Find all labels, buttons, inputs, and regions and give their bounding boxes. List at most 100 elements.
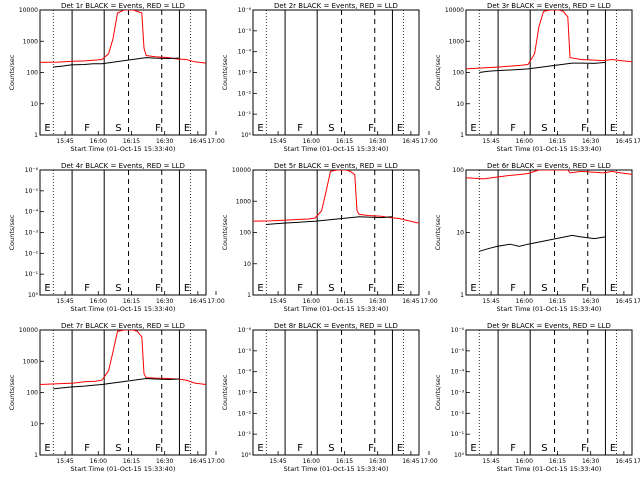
- segment-label-e: E: [257, 123, 263, 134]
- x-tick-label: 15:45: [269, 138, 286, 145]
- segment-label-e: E: [470, 443, 476, 454]
- segment-label-e: E: [44, 443, 50, 454]
- x-tick-label: 16:00: [303, 138, 320, 145]
- x-tick-label: 17:00: [207, 138, 224, 145]
- segment-label-f: F: [581, 123, 587, 134]
- segment-label-f: F: [510, 123, 516, 134]
- segment-label-e: E: [397, 443, 403, 454]
- x-tick-label: 16:30: [156, 298, 173, 305]
- x-tick-label: 16:30: [156, 458, 173, 465]
- y-tick-label: 10⁻⁶: [451, 327, 465, 334]
- segment-label-f: F: [368, 283, 374, 294]
- chart-title: Det 9r BLACK = Events, RED = LLD: [487, 322, 611, 330]
- x-axis-label: Start Time (01-Oct-15 15:33:40): [71, 145, 176, 153]
- y-tick-label: 10⁻⁶: [25, 167, 39, 174]
- y-tick-label: 10: [243, 261, 251, 268]
- segment-label-f: F: [84, 443, 90, 454]
- segment-label-e: E: [184, 443, 190, 454]
- x-axis-label: Start Time (01-Oct-15 15:33:40): [497, 145, 602, 153]
- segment-label-f: F: [368, 123, 374, 134]
- segment-label-e: E: [257, 283, 263, 294]
- plot-frame: [252, 9, 420, 136]
- y-axis-label: Counts/sec: [221, 374, 229, 410]
- y-tick-label: 10⁻⁵: [25, 188, 39, 195]
- y-tick-label: 10: [456, 101, 464, 108]
- plot-frame: [252, 329, 420, 456]
- y-tick-label: 10⁻¹: [238, 111, 252, 118]
- chart-panel-6: Det 6r BLACK = Events, RED = LLD E F S F E 15:…: [434, 162, 640, 313]
- y-tick-label: 10⁻²: [238, 90, 252, 97]
- x-tick-label: 15:45: [269, 458, 286, 465]
- segment-label-f: F: [84, 123, 90, 134]
- x-tick-label: 16:00: [90, 138, 107, 145]
- segment-label-f: F: [297, 123, 303, 134]
- y-tick-label: 10: [30, 421, 38, 428]
- plot-frame: [465, 169, 633, 296]
- chart-title: Det 1r BLACK = Events, RED = LLD: [61, 2, 185, 10]
- x-tick-label: 15:45: [482, 138, 499, 145]
- y-tick-label: 10⁻⁴: [238, 49, 252, 56]
- x-tick-label: 16:15: [336, 458, 353, 465]
- x-tick-label: 15:45: [482, 458, 499, 465]
- x-tick-label: 16:00: [90, 458, 107, 465]
- y-tick-label: 1000: [236, 198, 251, 205]
- x-tick-label: 16:00: [516, 458, 533, 465]
- y-tick-label: 10⁰: [241, 132, 252, 139]
- segment-label-e: E: [257, 443, 263, 454]
- y-tick-label: 10000: [19, 7, 38, 14]
- segment-label-f: F: [155, 123, 161, 134]
- y-tick-label: 10⁻³: [238, 70, 252, 77]
- y-tick-label: 100: [453, 167, 465, 174]
- x-tick-label: 16:30: [156, 138, 173, 145]
- y-axis-label: Counts/sec: [434, 54, 442, 90]
- x-axis-label: Start Time (01-Oct-15 15:33:40): [71, 305, 176, 313]
- x-tick-label: 16:45: [615, 298, 632, 305]
- events-series-line: [53, 377, 180, 390]
- plot-frame: [39, 329, 207, 456]
- x-tick-label: 16:30: [369, 138, 386, 145]
- y-tick-label: 10000: [232, 167, 251, 174]
- segment-label-s: S: [328, 283, 334, 294]
- segment-label-e: E: [610, 443, 616, 454]
- x-tick-label: 16:00: [516, 298, 533, 305]
- x-tick-label: 16:45: [189, 138, 206, 145]
- x-tick-label: 16:45: [402, 458, 419, 465]
- segment-label-s: S: [115, 123, 121, 134]
- x-tick-label: 16:45: [189, 458, 206, 465]
- y-tick-label: 10⁻⁵: [238, 28, 252, 35]
- events-series-line: [479, 61, 606, 73]
- y-tick-label: 10⁻⁶: [238, 7, 252, 14]
- x-tick-label: 16:00: [516, 138, 533, 145]
- plot-frame: [465, 9, 633, 136]
- segment-label-s: S: [541, 443, 547, 454]
- segment-label-f: F: [581, 283, 587, 294]
- chart-title: Det 3r BLACK = Events, RED = LLD: [487, 2, 611, 10]
- segment-label-f: F: [155, 443, 161, 454]
- x-axis-label: Start Time (01-Oct-15 15:33:40): [71, 465, 176, 473]
- lld-series-line: [466, 170, 632, 180]
- x-tick-label: 17:00: [633, 458, 640, 465]
- y-tick-label: 10⁻¹: [25, 271, 39, 278]
- x-tick-label: 15:45: [56, 458, 73, 465]
- segment-label-f: F: [297, 283, 303, 294]
- x-tick-label: 16:30: [582, 298, 599, 305]
- segment-label-e: E: [610, 123, 616, 134]
- segment-label-f: F: [155, 283, 161, 294]
- y-tick-label: 1: [460, 132, 464, 139]
- y-tick-label: 10⁻⁶: [238, 327, 252, 334]
- chart-panel-3: Det 3r BLACK = Events, RED = LLD E F S F E 15:…: [434, 2, 640, 153]
- x-tick-label: 16:45: [189, 298, 206, 305]
- segment-label-e: E: [44, 123, 50, 134]
- y-tick-label: 10⁻¹: [451, 431, 465, 438]
- segment-label-s: S: [328, 123, 334, 134]
- y-tick-label: 10⁰: [241, 452, 252, 459]
- y-axis-label: Counts/sec: [8, 214, 16, 250]
- y-tick-label: 10⁰: [454, 452, 465, 459]
- segment-label-e: E: [470, 283, 476, 294]
- segment-label-f: F: [510, 283, 516, 294]
- x-tick-label: 17:00: [207, 458, 224, 465]
- y-tick-label: 100: [27, 390, 39, 397]
- y-tick-label: 10000: [445, 7, 464, 14]
- y-tick-label: 10⁻⁵: [238, 348, 252, 355]
- x-axis-label: Start Time (01-Oct-15 15:33:40): [284, 305, 389, 313]
